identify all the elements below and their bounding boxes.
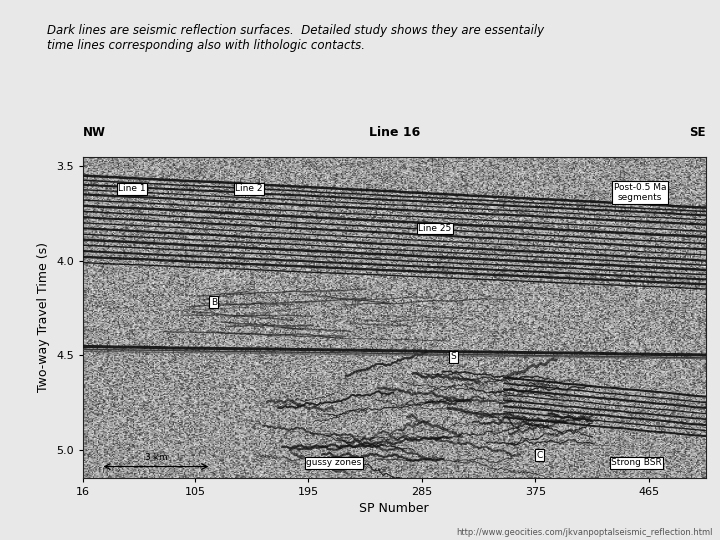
Text: 3 km: 3 km	[145, 453, 167, 462]
Y-axis label: Two-way Travel Time (s): Two-way Travel Time (s)	[37, 242, 50, 392]
Text: http://www.geocities.com/jkvanpoptalseismic_reflection.html: http://www.geocities.com/jkvanpoptalseis…	[456, 528, 713, 537]
Text: Line 25: Line 25	[418, 224, 451, 233]
Text: Line 2: Line 2	[235, 184, 263, 193]
Text: C: C	[536, 451, 542, 460]
Text: gussy zones: gussy zones	[306, 458, 361, 467]
Text: Dark lines are seismic reflection surfaces.  Detailed study shows they are essen: Dark lines are seismic reflection surfac…	[47, 24, 544, 52]
Text: Line 1: Line 1	[118, 184, 145, 193]
Text: Post-0.5 Ma
segments: Post-0.5 Ma segments	[613, 183, 666, 202]
Text: NW: NW	[83, 126, 106, 139]
X-axis label: SP Number: SP Number	[359, 503, 429, 516]
Text: S: S	[451, 353, 456, 361]
Text: Line 16: Line 16	[369, 126, 420, 139]
Text: Strong BSR: Strong BSR	[611, 458, 662, 467]
Text: SE: SE	[689, 126, 706, 139]
Text: B: B	[211, 298, 217, 307]
